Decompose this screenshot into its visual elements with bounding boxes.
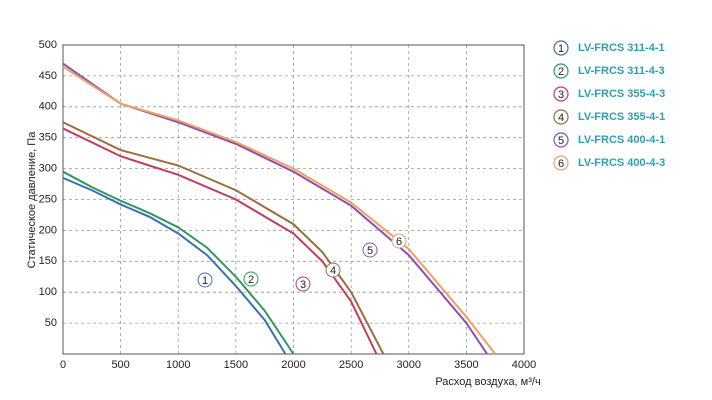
series-line [62, 170, 295, 355]
legend-marker-label: 2 [558, 66, 564, 78]
curve-tag-circle [295, 276, 311, 292]
x-tick-label: 1000 [166, 359, 190, 371]
y-tick-label: 250 [39, 193, 57, 205]
curve-tag-circle [197, 272, 213, 288]
x-axis-label: Расход воздуха, м³/ч [435, 376, 540, 388]
legend-marker-label: 3 [558, 89, 564, 101]
legend-label: LV-FRCS 355-4-3 [578, 88, 665, 100]
y-tick-label: 350 [39, 132, 57, 144]
curve-tag: 4 [330, 265, 336, 277]
legend-label: LV-FRCS 400-4-3 [578, 157, 665, 169]
curve-tag-circle [391, 233, 407, 249]
legend-marker-label: 1 [558, 43, 564, 55]
y-tick-label: 200 [39, 224, 57, 236]
legend-marker [553, 109, 569, 125]
x-tick-label: 4000 [512, 359, 536, 371]
y-axis-label: Статическое давление, Па [26, 131, 38, 269]
curve-tag-circle [325, 262, 341, 278]
curve-tag: 5 [367, 245, 373, 257]
legend-marker [553, 86, 569, 102]
x-tick-label: 0 [60, 359, 66, 371]
legend-marker-label: 5 [558, 135, 564, 147]
curve-tag-circle [362, 242, 378, 258]
legend-label: LV-FRCS 311-4-1 [578, 42, 665, 54]
curve-tag: 6 [396, 236, 402, 248]
x-tick-label: 500 [111, 359, 129, 371]
series-line [62, 121, 385, 355]
series-line [62, 176, 287, 355]
curve-tag: 3 [300, 279, 306, 291]
series-line [62, 127, 378, 355]
legend-marker [553, 155, 569, 171]
legend-marker-label: 4 [558, 112, 564, 124]
legend-marker [553, 40, 569, 56]
y-tick-label: 300 [39, 163, 57, 175]
legend-marker [553, 63, 569, 79]
series-line [62, 65, 496, 355]
legend-marker-label: 6 [558, 158, 564, 170]
x-tick-label: 3000 [397, 359, 421, 371]
x-tick-label: 2500 [339, 359, 363, 371]
y-tick-label: 500 [39, 39, 57, 51]
x-tick-label: 3500 [454, 359, 478, 371]
y-tick-label: 150 [39, 255, 57, 267]
x-tick-label: 2000 [281, 359, 305, 371]
legend-label: LV-FRCS 311-4-3 [578, 65, 665, 77]
curve-tag: 2 [248, 274, 254, 286]
y-tick-label: 50 [45, 317, 57, 329]
x-tick-label: 1500 [224, 359, 248, 371]
legend-label: LV-FRCS 355-4-1 [578, 111, 665, 123]
curve-tag-circle [243, 271, 259, 287]
legend-label: LV-FRCS 400-4-1 [578, 134, 665, 146]
curve-tag: 1 [202, 275, 208, 287]
legend-marker [553, 132, 569, 148]
y-tick-label: 450 [39, 70, 57, 82]
y-tick-label: 100 [39, 286, 57, 298]
y-tick-label: 400 [39, 101, 57, 113]
